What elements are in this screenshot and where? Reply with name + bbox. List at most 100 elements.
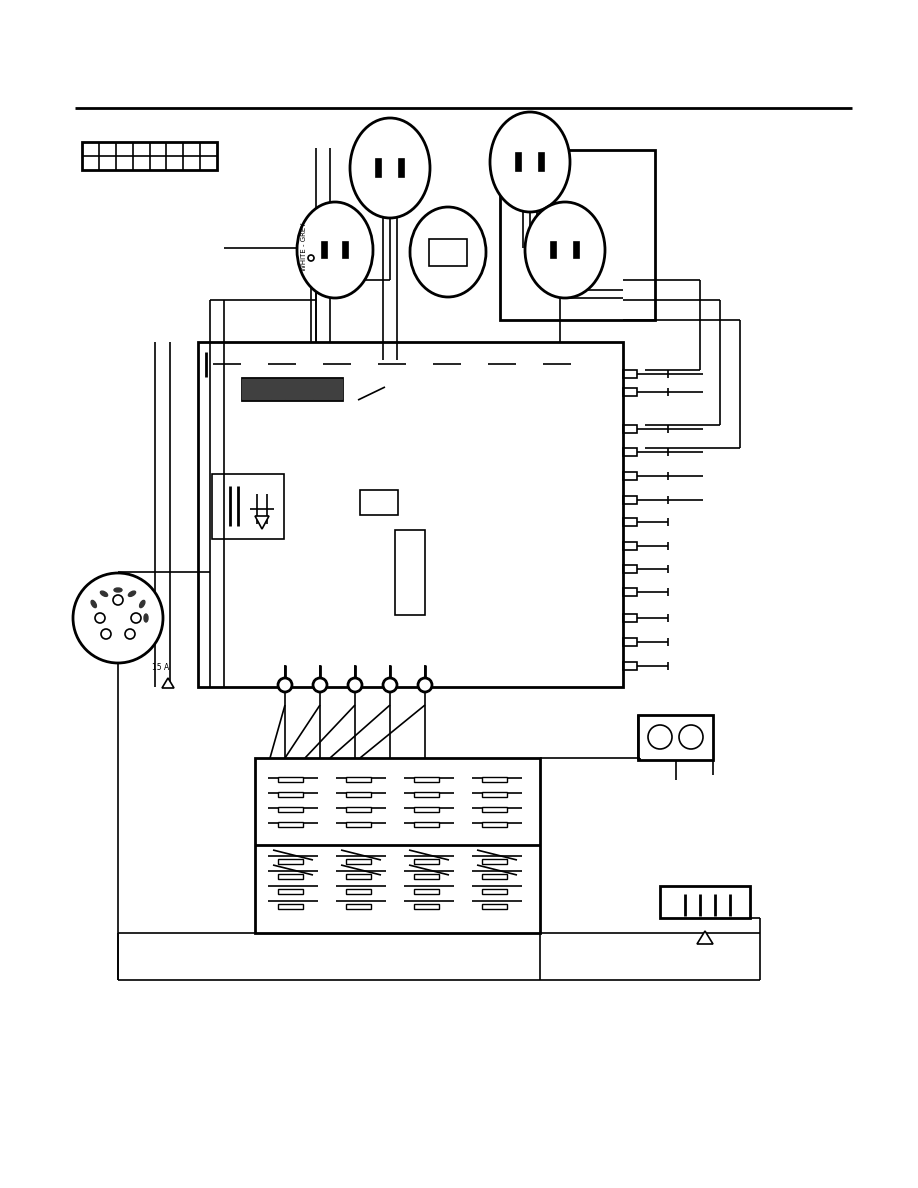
Bar [623, 497, 637, 504]
Bar [278, 859, 303, 864]
Ellipse shape [114, 588, 122, 592]
Bar [638, 715, 713, 760]
Bar [360, 489, 398, 516]
Circle shape [308, 255, 314, 261]
Bar [414, 874, 439, 879]
Bar [278, 874, 303, 879]
Circle shape [125, 628, 135, 639]
Ellipse shape [490, 112, 570, 211]
Circle shape [648, 725, 672, 748]
Bar [623, 565, 637, 573]
Bar [482, 859, 507, 864]
Circle shape [313, 678, 327, 691]
Ellipse shape [91, 600, 96, 607]
Ellipse shape [129, 592, 136, 596]
Bar [623, 638, 637, 646]
Bar [623, 614, 637, 623]
Bar [623, 588, 637, 596]
Bar [482, 874, 507, 879]
Bar [623, 425, 637, 432]
Circle shape [278, 678, 292, 691]
Bar [414, 904, 439, 909]
Bar [623, 518, 637, 526]
Circle shape [679, 725, 703, 748]
Bar [623, 448, 637, 456]
Bar [623, 388, 637, 396]
Bar [212, 474, 284, 539]
Bar [346, 904, 371, 909]
Ellipse shape [350, 118, 430, 219]
Text: 15 A: 15 A [152, 664, 169, 672]
Bar [299, 379, 313, 399]
Polygon shape [255, 516, 269, 529]
Ellipse shape [144, 614, 148, 623]
Bar [414, 777, 439, 782]
Bar [82, 143, 217, 170]
Bar [255, 758, 540, 933]
Bar [198, 342, 623, 687]
Text: WHITE - GREY: WHITE - GREY [301, 223, 307, 271]
Bar [242, 378, 342, 400]
Bar [346, 889, 371, 895]
Bar [500, 150, 655, 320]
Bar [623, 472, 637, 480]
Ellipse shape [410, 207, 486, 297]
Bar [395, 530, 425, 615]
Bar [398, 159, 404, 177]
Circle shape [95, 613, 105, 623]
Polygon shape [162, 678, 174, 688]
Bar [574, 241, 578, 259]
Bar [278, 792, 303, 797]
Circle shape [131, 613, 141, 623]
Bar [623, 369, 637, 378]
Ellipse shape [297, 202, 373, 298]
Bar [346, 792, 371, 797]
Bar [256, 379, 271, 399]
Bar [517, 153, 521, 171]
Bar [539, 153, 543, 171]
Bar [346, 777, 371, 782]
Bar [278, 822, 303, 827]
Polygon shape [697, 931, 713, 944]
Bar [242, 379, 256, 399]
Bar [414, 792, 439, 797]
Ellipse shape [525, 202, 605, 298]
Bar [482, 889, 507, 895]
Circle shape [348, 678, 362, 691]
Bar [482, 822, 507, 827]
Bar [271, 379, 285, 399]
Bar [623, 662, 637, 670]
Bar [660, 886, 750, 918]
Bar [346, 874, 371, 879]
Bar [328, 379, 342, 399]
Bar [414, 889, 439, 895]
Circle shape [383, 678, 397, 691]
Bar [343, 241, 348, 259]
Bar [285, 379, 299, 399]
Bar [346, 822, 371, 827]
Bar [414, 822, 439, 827]
Circle shape [73, 573, 163, 663]
Bar [278, 777, 303, 782]
Bar [313, 379, 328, 399]
Bar [552, 241, 556, 259]
Bar [482, 904, 507, 909]
Bar [346, 807, 371, 813]
Bar [278, 904, 303, 909]
Circle shape [101, 628, 111, 639]
Bar [414, 807, 439, 813]
Circle shape [113, 595, 123, 605]
Bar [623, 542, 637, 550]
Bar [414, 859, 439, 864]
Ellipse shape [100, 592, 107, 596]
Bar [429, 239, 467, 265]
Bar [482, 777, 507, 782]
Bar [278, 889, 303, 895]
Circle shape [418, 678, 432, 691]
Bar [322, 241, 327, 259]
Bar [482, 807, 507, 813]
Bar [278, 807, 303, 813]
Bar [346, 859, 371, 864]
Bar [482, 792, 507, 797]
Bar [376, 159, 381, 177]
